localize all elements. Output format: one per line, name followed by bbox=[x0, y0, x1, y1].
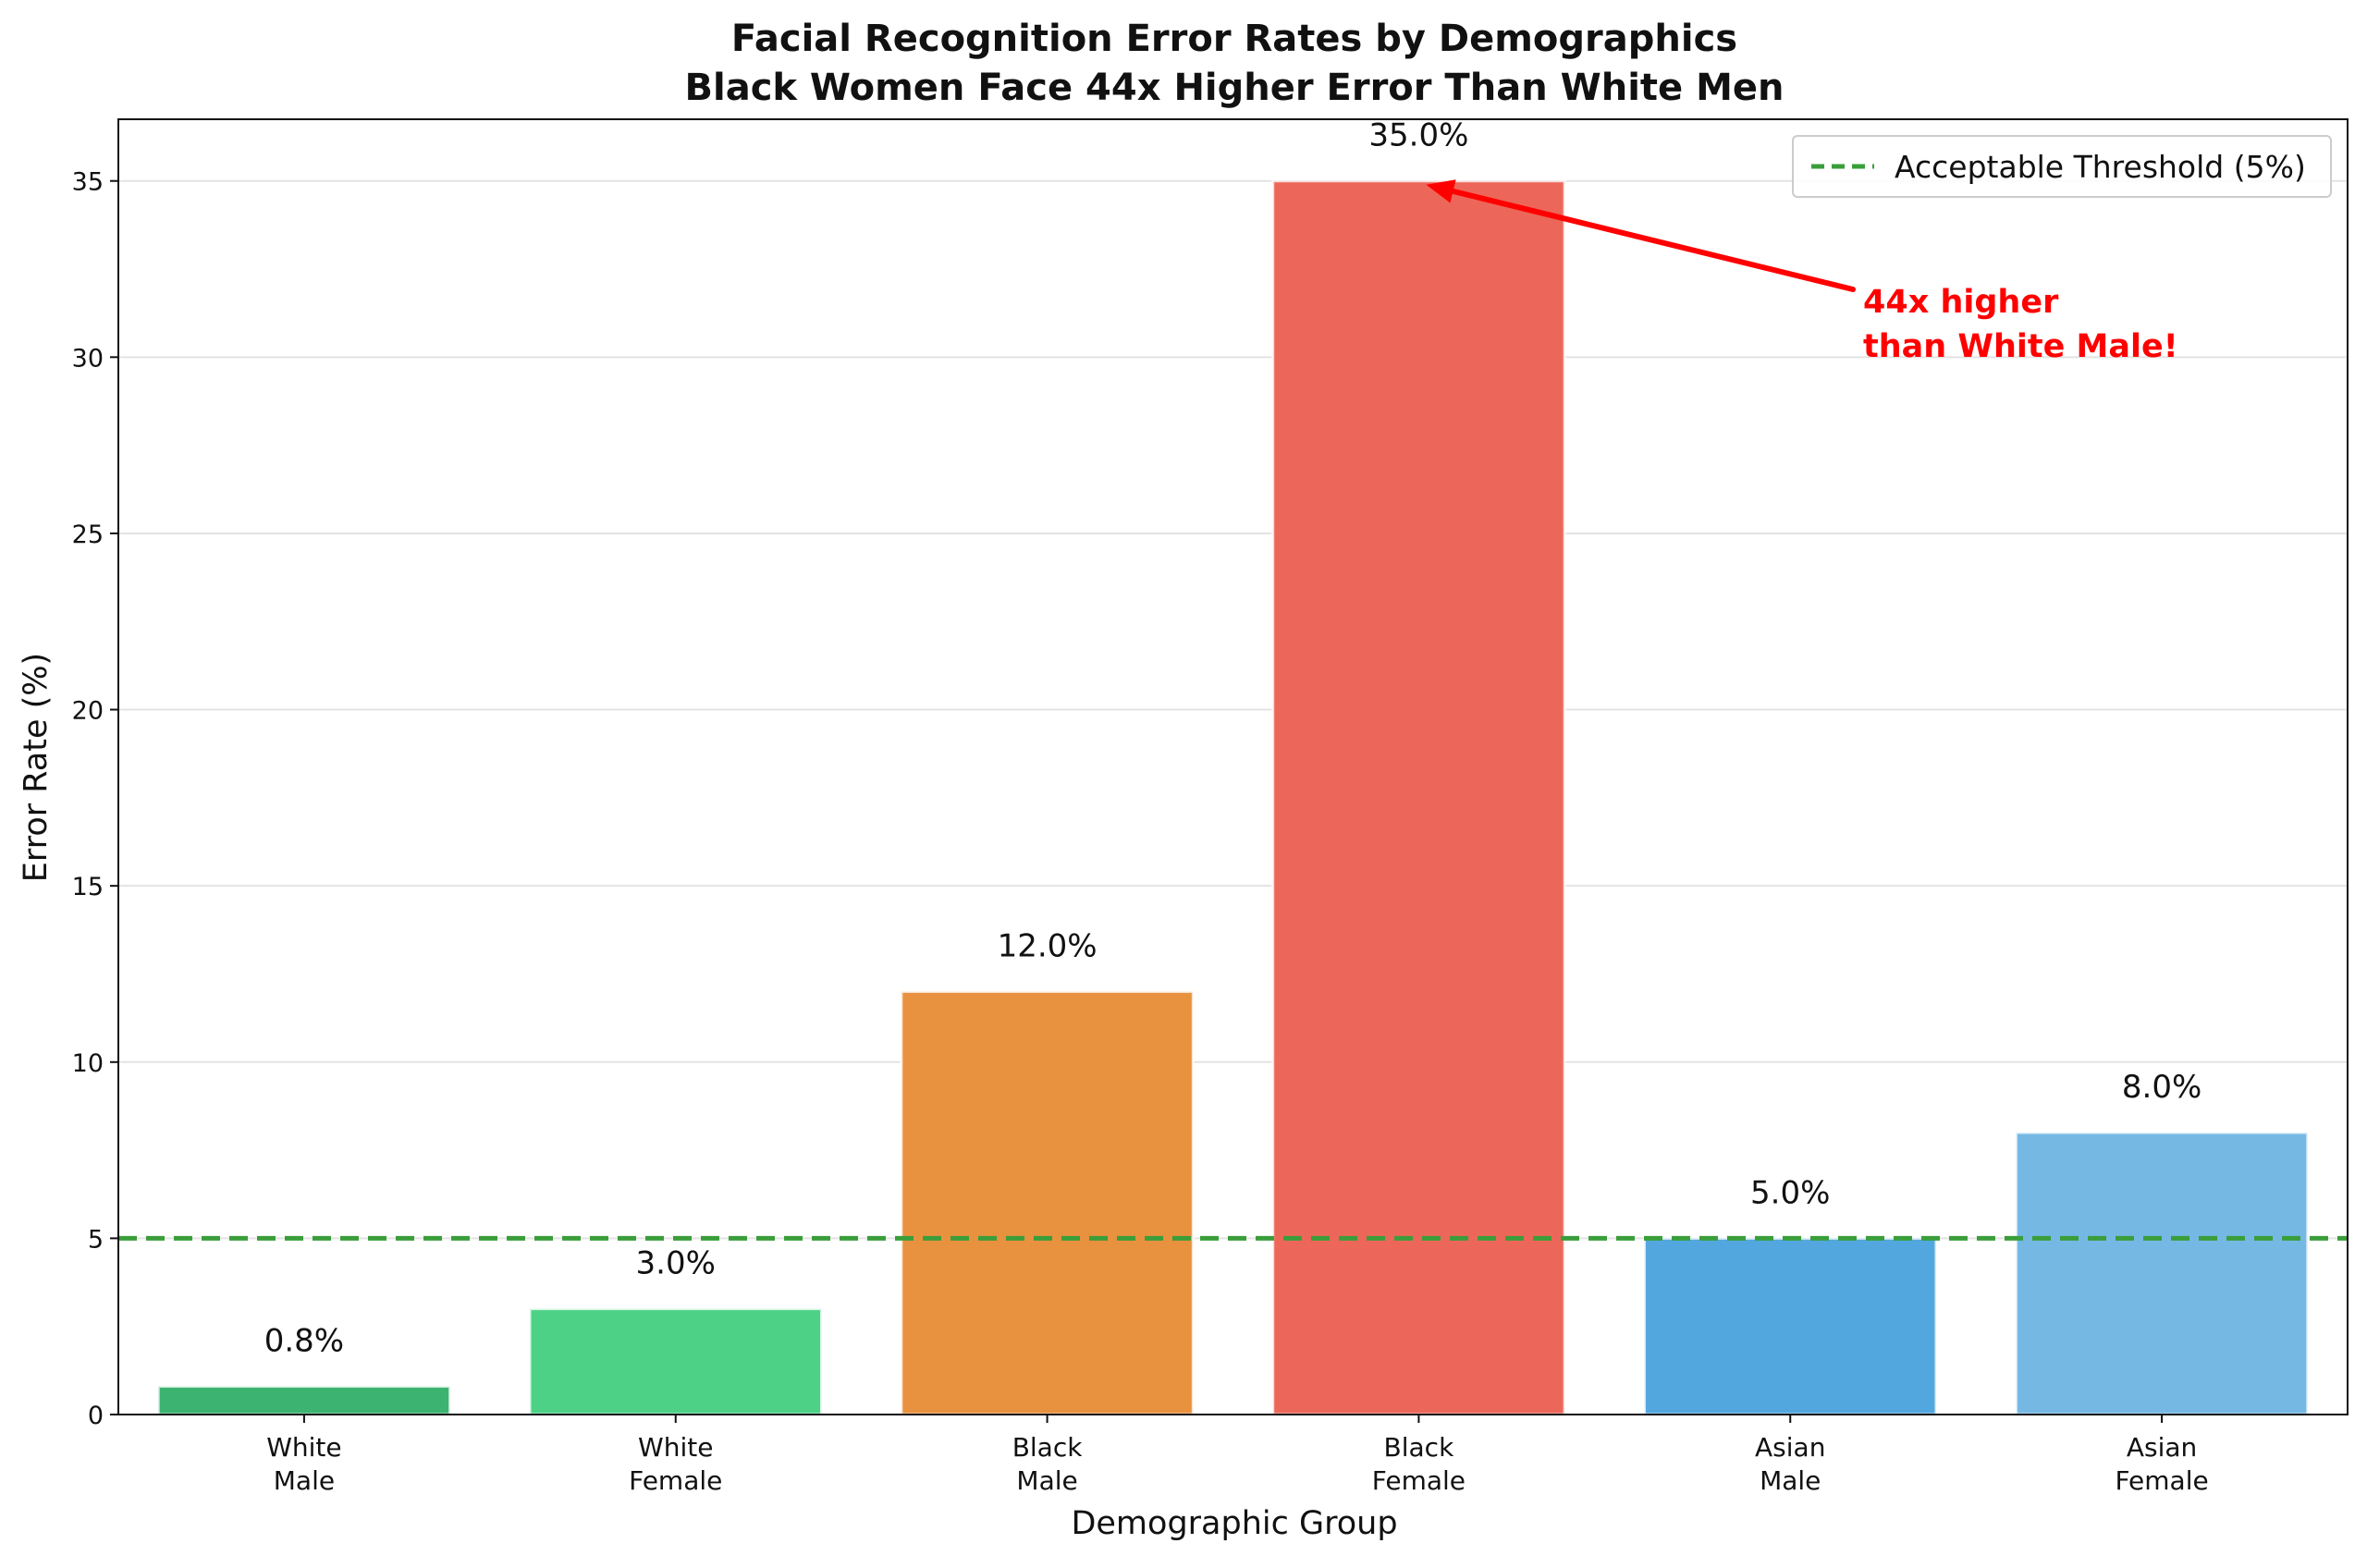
labels-layer: 051015202530350.8%WhiteMale3.0%WhiteFema… bbox=[72, 117, 2332, 1496]
annotation-text-line: 44x higher bbox=[1863, 284, 2059, 321]
y-tick-label: 0 bbox=[88, 1402, 104, 1430]
bar bbox=[1271, 179, 1566, 1416]
y-tick-label: 15 bbox=[72, 873, 104, 901]
x-tick-label: Asian bbox=[1755, 1432, 1825, 1463]
bar-value-label: 0.8% bbox=[264, 1323, 344, 1360]
x-tick-label: Black bbox=[1012, 1432, 1084, 1463]
grid-layer bbox=[118, 179, 2348, 1240]
bars-layer bbox=[156, 179, 2310, 1416]
chart-title-line-2: Black Women Face 44x Higher Error Than W… bbox=[685, 67, 1784, 109]
y-tick-label: 30 bbox=[72, 344, 104, 373]
y-tick-label: 20 bbox=[72, 697, 104, 726]
bar-value-label: 35.0% bbox=[1368, 117, 1468, 154]
x-axis-label: Demographic Group bbox=[1071, 1505, 1397, 1542]
x-tick-label: Male bbox=[1016, 1465, 1077, 1496]
y-tick-label: 25 bbox=[72, 521, 104, 549]
x-tick-label: Black bbox=[1384, 1432, 1455, 1463]
bar bbox=[156, 1385, 452, 1416]
x-tick-label: White bbox=[638, 1432, 713, 1463]
bar bbox=[2014, 1131, 2310, 1416]
bar-value-label: 12.0% bbox=[998, 928, 1098, 965]
x-tick-label: Female bbox=[629, 1465, 722, 1496]
annotation-arrow-head bbox=[1426, 179, 1456, 203]
annotation-text-line: than White Male! bbox=[1863, 328, 2178, 365]
bar bbox=[528, 1307, 823, 1416]
plot-frame bbox=[117, 118, 2349, 1415]
legend-label: Acceptable Threshold (5%) bbox=[1895, 149, 2306, 185]
x-tick-label: Male bbox=[274, 1465, 335, 1496]
y-axis-label: Error Rate (%) bbox=[18, 653, 55, 882]
x-tick-label: Female bbox=[1372, 1465, 1466, 1496]
x-tick-label: Male bbox=[1760, 1465, 1821, 1496]
y-tick-label: 10 bbox=[72, 1049, 104, 1078]
x-tick-label: Female bbox=[2115, 1465, 2208, 1496]
x-tick-label: Asian bbox=[2127, 1432, 2197, 1463]
bar-value-label: 8.0% bbox=[2122, 1069, 2201, 1106]
y-tick-label: 35 bbox=[72, 168, 104, 197]
bar bbox=[1643, 1236, 1938, 1416]
x-tick-label: White bbox=[266, 1432, 341, 1463]
axes-layer bbox=[110, 118, 2349, 1423]
legend-box bbox=[1792, 135, 2332, 198]
bar-value-label: 5.0% bbox=[1750, 1174, 1830, 1211]
chart-title-line-1: Facial Recognition Error Rates by Demogr… bbox=[731, 18, 1737, 60]
bar bbox=[900, 990, 1195, 1416]
y-tick-label: 5 bbox=[88, 1225, 104, 1254]
annotation-arrow-shaft bbox=[1450, 188, 1856, 292]
bar-value-label: 3.0% bbox=[636, 1245, 716, 1282]
